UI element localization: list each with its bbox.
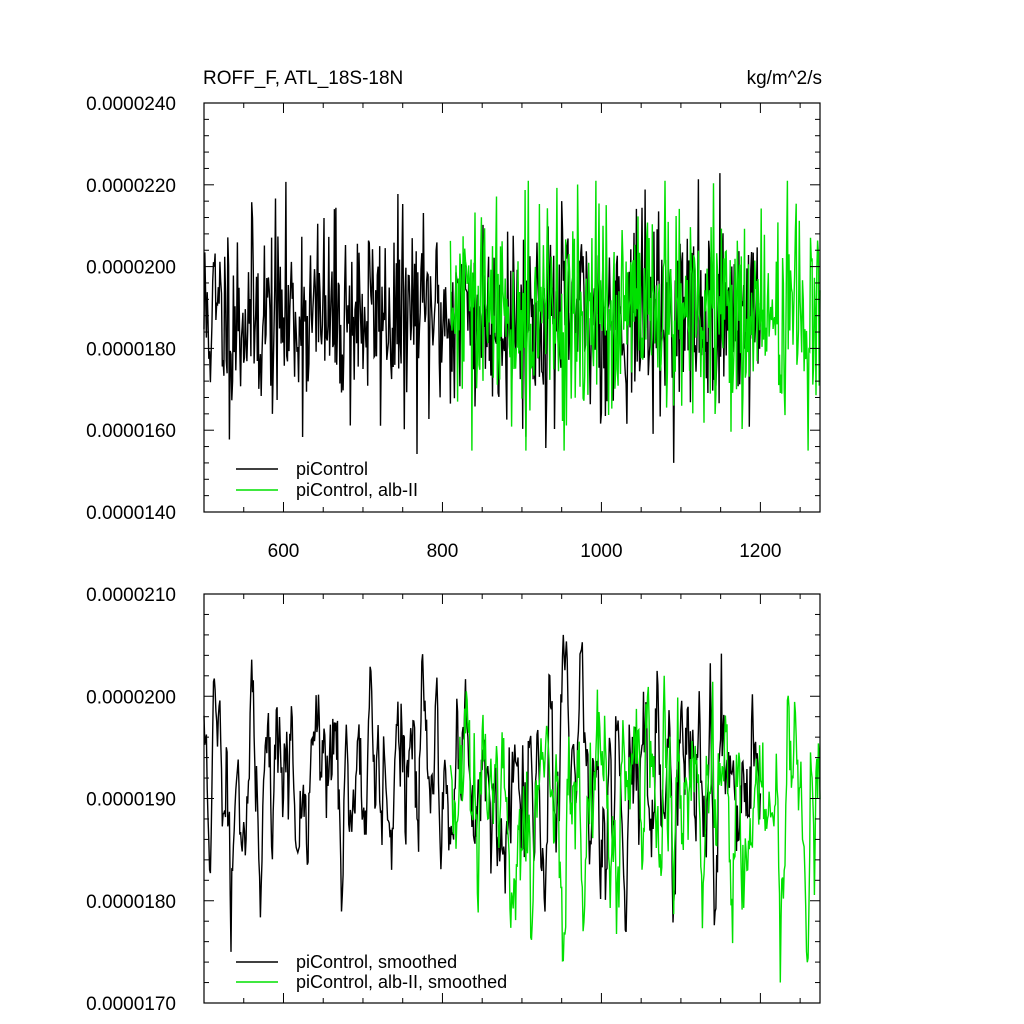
top-panel-series xyxy=(203,173,821,463)
top-panel-title: ROFF_F, ATL_18S-18N xyxy=(203,68,403,89)
legend-label-piControl-smoothed: piControl, smoothed xyxy=(296,952,457,972)
top-panel: ROFF_F, ATL_18S-18N kg/m^2/s 0.00001400.… xyxy=(86,68,822,562)
legend-label-piControl-alb-II-smoothed: piControl, alb-II, smoothed xyxy=(296,972,507,992)
y-tick-label: 0.0000220 xyxy=(86,176,176,197)
x-tick-label: 1000 xyxy=(580,541,622,562)
y-tick-label: 0.0000210 xyxy=(86,585,176,606)
y-tick-label: 0.0000200 xyxy=(86,258,176,279)
series-line-bottom-1 xyxy=(449,675,821,983)
y-tick-label: 0.0000190 xyxy=(86,790,176,811)
y-tick-label: 0.0000240 xyxy=(86,94,176,115)
y-tick-label: 0.0000160 xyxy=(86,421,176,442)
bottom-panel: 0.0000170 0.0000180 0.0000190 0.0000200 0.00… xyxy=(86,585,821,1015)
series-line-top-1 xyxy=(449,180,821,451)
y-tick-label: 0.0000170 xyxy=(86,994,176,1015)
bottom-panel-series xyxy=(203,634,821,983)
x-tick-label: 800 xyxy=(427,541,459,562)
bottom-panel-legend: piControl, smoothed piControl, alb-II, s… xyxy=(236,952,507,992)
legend-label-piControl-alb-II: piControl, alb-II xyxy=(296,480,418,500)
y-tick-label: 0.0000140 xyxy=(86,503,176,524)
x-tick-label: 600 xyxy=(268,541,300,562)
plot-frame xyxy=(203,102,821,513)
y-tick-label: 0.0000200 xyxy=(86,687,176,708)
top-panel-units: kg/m^2/s xyxy=(747,68,822,89)
series-line-bottom-0 xyxy=(203,634,762,952)
top-panel-legend: piControl piControl, alb-II xyxy=(236,459,418,500)
bottom-panel-axes: 0.0000170 0.0000180 0.0000190 0.0000200 0.00… xyxy=(86,585,821,1015)
top-panel-axes: 0.0000140 0.0000160 0.0000180 0.0000200 0.00… xyxy=(86,94,821,562)
y-tick-label: 0.0000180 xyxy=(86,339,176,360)
legend-label-piControl: piControl xyxy=(296,459,368,479)
x-tick-label: 1200 xyxy=(739,541,781,562)
y-tick-label: 0.0000180 xyxy=(86,892,176,913)
